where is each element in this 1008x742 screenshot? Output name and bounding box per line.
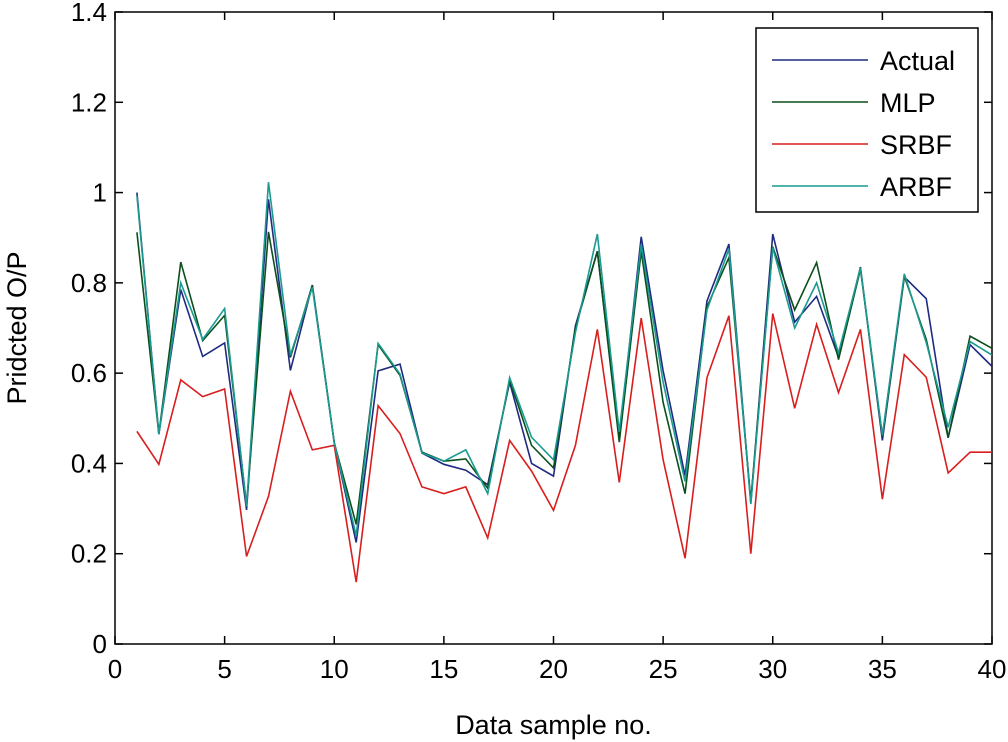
x-tick-label: 10: [320, 654, 349, 684]
y-axis-title: Pridcted O/P: [2, 251, 32, 404]
x-tick-label: 40: [978, 654, 1007, 684]
x-tick-label: 20: [539, 654, 568, 684]
y-tick-label: 0.4: [71, 448, 107, 478]
x-tick-label: 35: [868, 654, 897, 684]
legend-label-actual: Actual: [880, 46, 955, 76]
x-tick-label: 0: [108, 654, 122, 684]
y-tick-label: 0.6: [71, 358, 107, 388]
x-tick-label: 25: [649, 654, 678, 684]
series-line-arbf: [136, 182, 993, 536]
x-tick-label: 30: [758, 654, 787, 684]
y-tick-label: 0: [93, 629, 107, 659]
legend-box: [755, 27, 979, 213]
legend-label-arbf: ARBF: [880, 172, 952, 202]
y-tick-label: 1.4: [71, 0, 107, 27]
y-tick-label: 1.2: [71, 87, 107, 117]
ticks-layer: 0 5 10 15 20 25 30 35 40 0 0.2 0.4 0.6 0.8 1 1.2 1.4: [71, 0, 1007, 684]
legend-label-mlp: MLP: [880, 88, 936, 118]
axis-labels: Data sample no. Pridcted O/P: [2, 251, 652, 740]
series-line-srbf: [136, 313, 992, 583]
x-tick-label: 15: [429, 654, 458, 684]
y-tick-label: 0.2: [71, 539, 107, 569]
x-axis-title: Data sample no.: [455, 710, 652, 740]
legend-label-srbf: SRBF: [880, 130, 952, 160]
x-tick-label: 5: [217, 654, 231, 684]
y-tick-label: 1: [93, 178, 107, 208]
legend: Actual MLP SRBF ARBF: [755, 27, 979, 213]
series-layer: [136, 182, 993, 583]
y-tick-label: 0.8: [71, 268, 107, 298]
